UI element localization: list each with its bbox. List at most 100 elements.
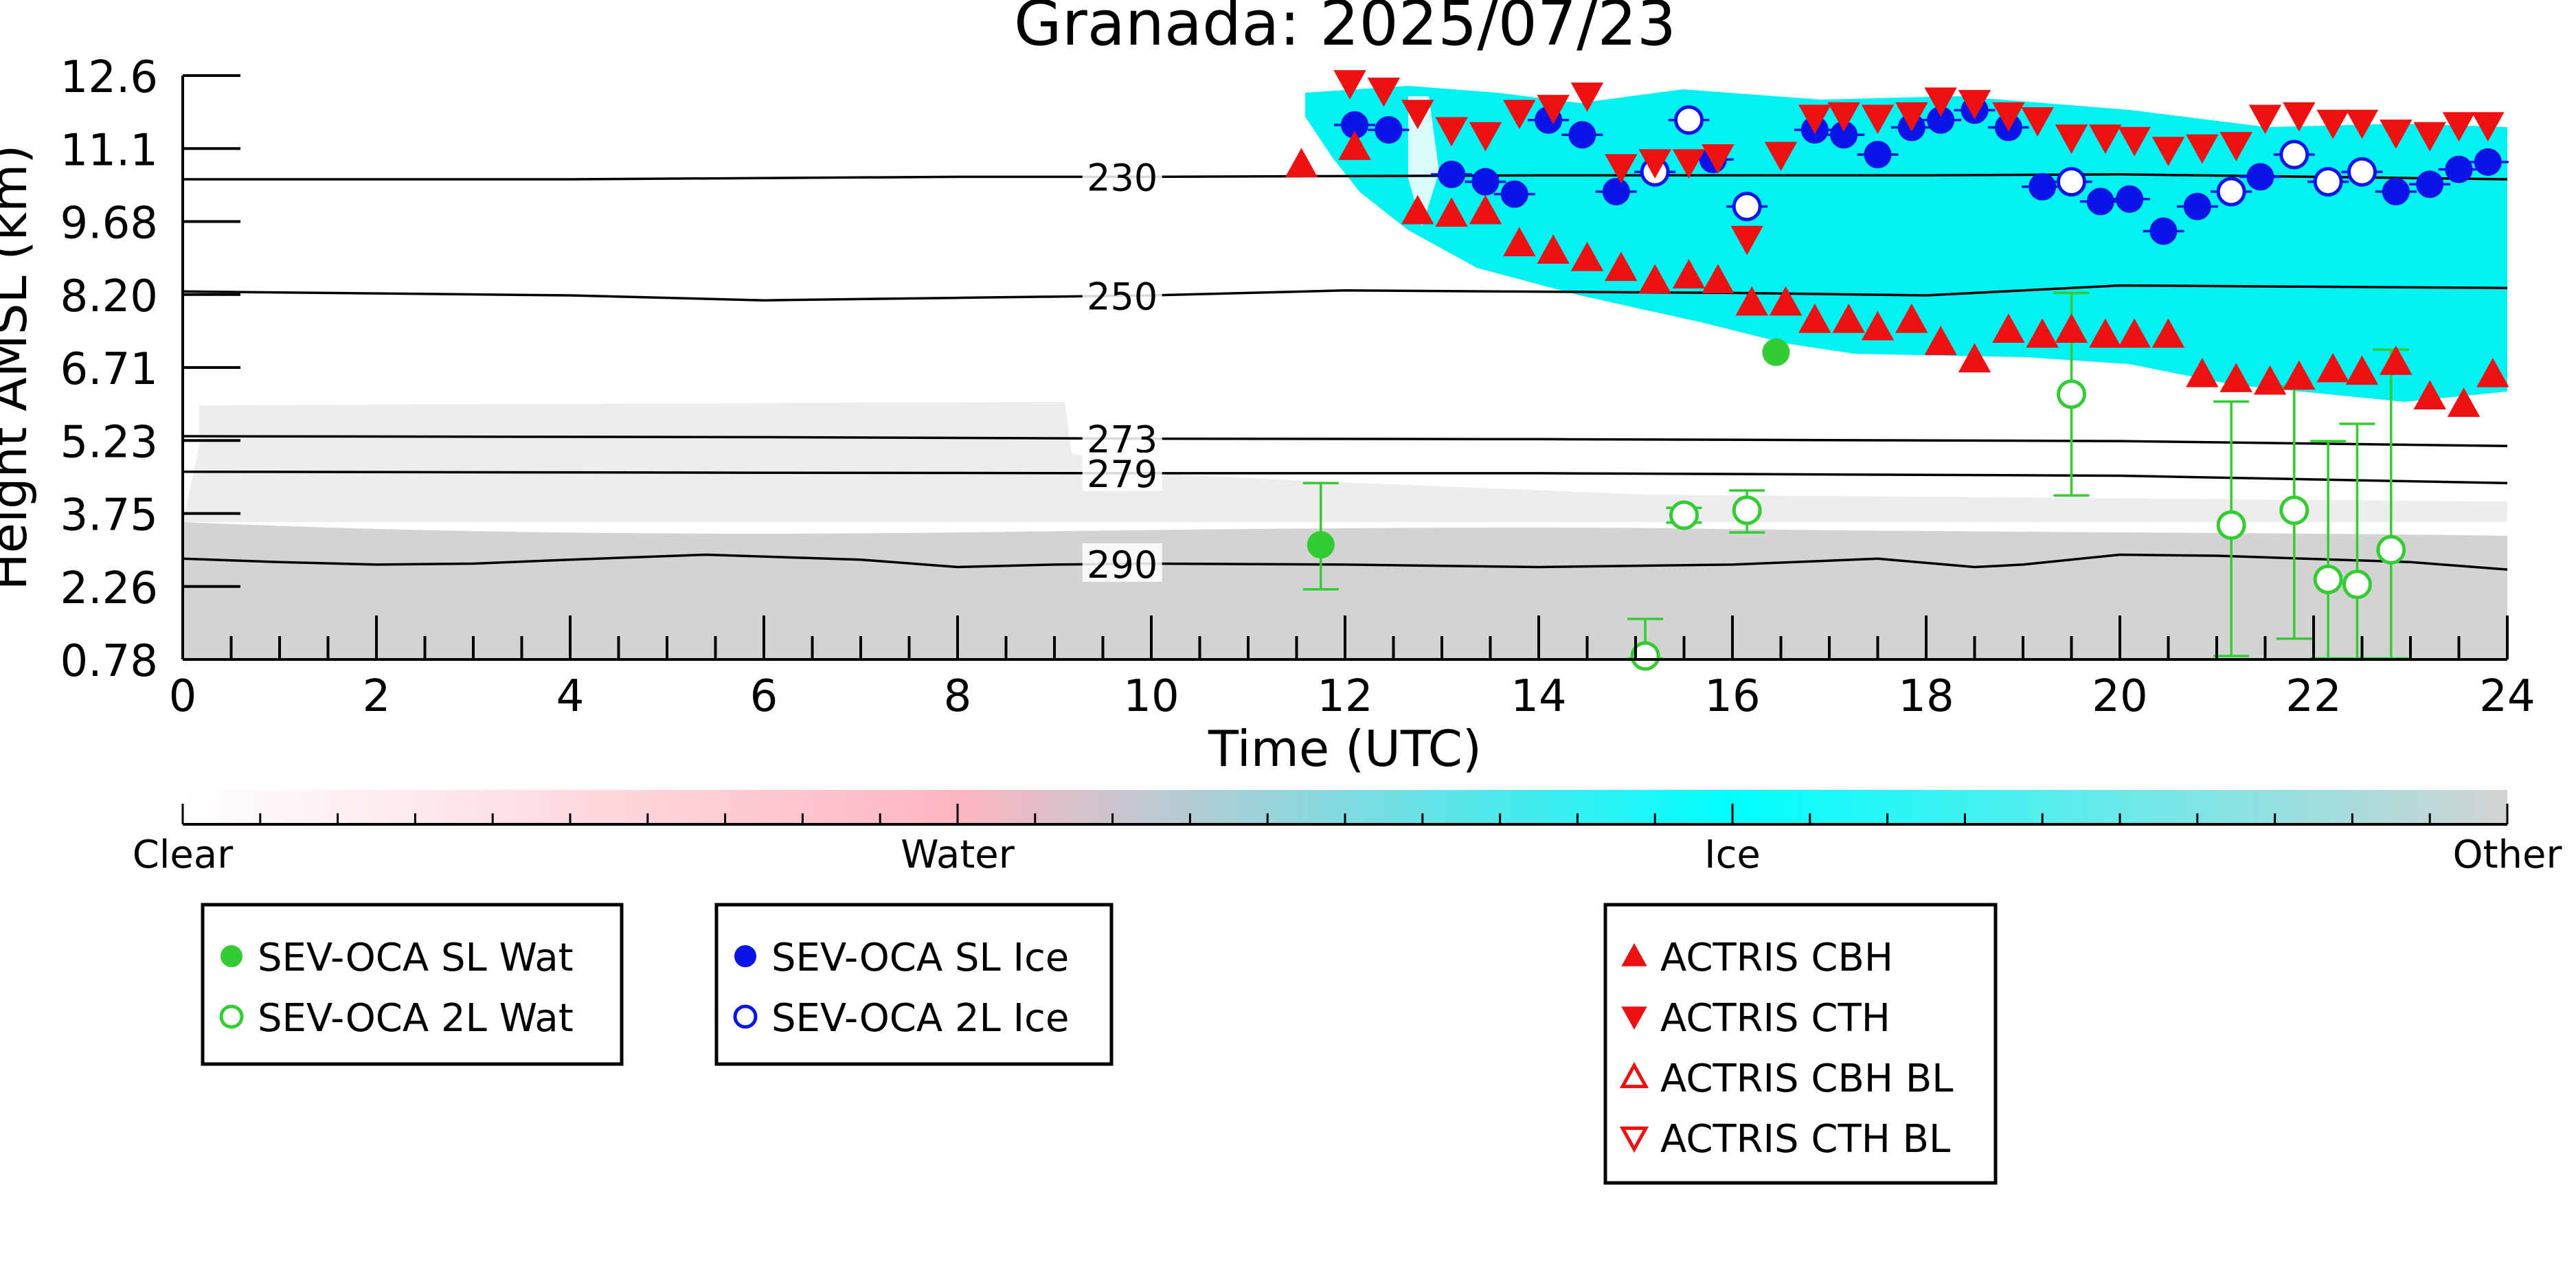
x-tick-label: 0 bbox=[169, 671, 197, 722]
data-point bbox=[2253, 365, 2287, 395]
data-point bbox=[1702, 144, 1735, 174]
x-tick-label: 22 bbox=[2285, 671, 2341, 722]
data-point bbox=[1401, 100, 1434, 129]
data-point bbox=[2313, 565, 2343, 595]
data-point bbox=[2416, 170, 2444, 199]
data-point bbox=[2342, 569, 2372, 600]
data-point bbox=[1435, 197, 1468, 227]
data-point bbox=[2219, 363, 2252, 392]
x-tick-label: 16 bbox=[1704, 671, 1760, 722]
data-point bbox=[1537, 95, 1570, 124]
colorbar-label: Other bbox=[2452, 833, 2562, 877]
data-point bbox=[2219, 132, 2252, 161]
data-point bbox=[2151, 137, 2185, 166]
legend-entry-label: SEV-OCA 2L Ice bbox=[771, 996, 1069, 1041]
data-point bbox=[2376, 534, 2406, 565]
legend-entry-label: ACTRIS CTH bbox=[1660, 996, 1890, 1041]
data-point bbox=[2216, 510, 2246, 540]
data-point bbox=[1861, 104, 1895, 135]
data-point bbox=[1307, 531, 1335, 559]
data-point bbox=[1764, 142, 1798, 172]
y-tick-label: 12.6 bbox=[60, 52, 159, 103]
legend-entry-label: ACTRIS CTH BL bbox=[1660, 1117, 1950, 1162]
legend-entry-label: ACTRIS CBH BL bbox=[1660, 1057, 1953, 1101]
phase-shading bbox=[183, 86, 2507, 659]
data-point bbox=[2055, 313, 2088, 343]
x-tick-label: 6 bbox=[750, 671, 778, 722]
data-point bbox=[1762, 338, 1790, 366]
data-point bbox=[2476, 358, 2509, 387]
legend-marker bbox=[1619, 1061, 1649, 1089]
data-point bbox=[2246, 163, 2274, 191]
data-point bbox=[1769, 286, 1803, 316]
data-point bbox=[1469, 194, 1502, 225]
data-point bbox=[2283, 102, 2316, 132]
data-point bbox=[1638, 149, 1671, 179]
data-point bbox=[1732, 192, 1762, 222]
data-point bbox=[2055, 124, 2088, 154]
data-point bbox=[1568, 121, 1596, 149]
data-point bbox=[2413, 122, 2446, 152]
x-axis-label: Time (UTC) bbox=[1208, 720, 1482, 778]
x-tick-label: 18 bbox=[1898, 671, 1954, 722]
data-point bbox=[2316, 109, 2349, 139]
data-point bbox=[2316, 352, 2349, 383]
data-point bbox=[1735, 286, 1768, 316]
isotherm-label: 290 bbox=[1087, 543, 1157, 587]
data-point bbox=[1500, 180, 1528, 208]
y-tick-label: 11.1 bbox=[60, 125, 159, 176]
data-point bbox=[1992, 102, 2025, 132]
data-point bbox=[2057, 379, 2086, 409]
legend-marker bbox=[1621, 942, 1647, 967]
data-point bbox=[1895, 102, 1928, 132]
data-point bbox=[1537, 234, 1570, 264]
x-tick-label: 14 bbox=[1511, 671, 1566, 722]
data-point bbox=[2380, 346, 2413, 375]
legend-marker bbox=[219, 1004, 244, 1029]
ice-phase-region-gap bbox=[1408, 96, 1439, 227]
data-point bbox=[1338, 131, 1371, 160]
y-tick-label: 6.71 bbox=[60, 344, 159, 395]
isotherm-label: 250 bbox=[1087, 275, 1157, 319]
colorbar-ticks: Clear Water Ice Other bbox=[133, 804, 2562, 877]
data-point bbox=[1401, 194, 1434, 225]
data-point bbox=[1438, 160, 1466, 188]
isotherm-label: 230 bbox=[1087, 156, 1157, 199]
isotherm-label-bg bbox=[1082, 543, 1162, 582]
data-point bbox=[1674, 105, 1704, 135]
data-point bbox=[2118, 318, 2151, 348]
data-point bbox=[1958, 343, 1991, 373]
data-point bbox=[2347, 157, 2377, 187]
data-point bbox=[2313, 167, 2343, 197]
y-tick-label: 3.75 bbox=[60, 490, 159, 541]
data-point bbox=[2151, 318, 2185, 348]
data-point bbox=[2116, 185, 2144, 213]
data-point bbox=[2149, 217, 2178, 245]
y-axis-label: Height AMSL (km) bbox=[0, 145, 38, 591]
markers bbox=[1285, 70, 2509, 671]
data-point bbox=[2021, 107, 2054, 137]
x-tick-label: 24 bbox=[2479, 671, 2535, 722]
data-point bbox=[2413, 380, 2446, 410]
data-point bbox=[2089, 318, 2122, 348]
data-point bbox=[2186, 134, 2219, 164]
data-point bbox=[2029, 172, 2057, 201]
data-point bbox=[1732, 495, 1762, 526]
isotherm-line bbox=[182, 435, 2508, 448]
data-point bbox=[2345, 355, 2379, 385]
data-point bbox=[2089, 124, 2122, 154]
legend-entry-label: ACTRIS CBH bbox=[1660, 936, 1893, 980]
legend-box bbox=[714, 903, 1114, 1066]
legend-box bbox=[201, 903, 624, 1066]
colorbar-label: Water bbox=[901, 833, 1015, 877]
y-tick-label: 0.78 bbox=[60, 636, 159, 687]
legend-marker bbox=[1619, 1126, 1649, 1153]
legend-marker bbox=[221, 945, 242, 967]
data-point bbox=[1605, 154, 1638, 184]
x-tick-label: 2 bbox=[363, 671, 391, 722]
data-point bbox=[2216, 177, 2246, 207]
data-point bbox=[1702, 264, 1735, 294]
x-tick-label: 20 bbox=[2092, 671, 2147, 722]
isotherm-line bbox=[183, 173, 2508, 181]
